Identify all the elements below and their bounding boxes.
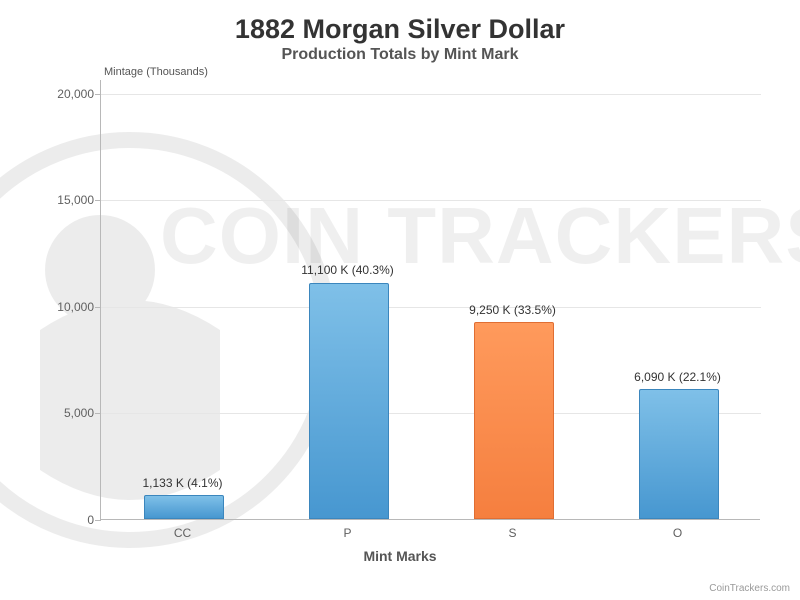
plot-area (100, 80, 760, 520)
x-tick-label: O (618, 526, 738, 540)
bar-cc[interactable] (144, 495, 224, 519)
x-tick-label: P (288, 526, 408, 540)
y-tick-label: 15,000 (34, 193, 94, 207)
y-tick-mark (95, 520, 101, 521)
y-tick-label: 10,000 (34, 300, 94, 314)
grid-line (101, 94, 761, 95)
bar-p[interactable] (309, 283, 389, 520)
bar-s[interactable] (474, 322, 554, 519)
bar-value-label: 11,100 K (40.3%) (268, 263, 428, 277)
bar-o[interactable] (639, 389, 719, 519)
chart-title: 1882 Morgan Silver Dollar (0, 14, 800, 45)
x-axis-label: Mint Marks (0, 548, 800, 564)
chart-subtitle: Production Totals by Mint Mark (0, 46, 800, 64)
y-axis-unit-label: Mintage (Thousands) (104, 66, 208, 78)
y-tick-label: 5,000 (34, 406, 94, 420)
x-tick-label: CC (123, 526, 243, 540)
y-tick-label: 0 (34, 513, 94, 527)
grid-line (101, 200, 761, 201)
bar-value-label: 9,250 K (33.5%) (433, 303, 593, 317)
y-tick-mark (95, 413, 101, 414)
y-tick-mark (95, 94, 101, 95)
y-tick-label: 20,000 (34, 87, 94, 101)
y-tick-mark (95, 307, 101, 308)
credit-text: CoinTrackers.com (709, 583, 790, 594)
x-tick-label: S (453, 526, 573, 540)
grid-line (101, 307, 761, 308)
bar-value-label: 1,133 K (4.1%) (103, 476, 263, 490)
bar-value-label: 6,090 K (22.1%) (598, 370, 758, 384)
y-tick-mark (95, 200, 101, 201)
